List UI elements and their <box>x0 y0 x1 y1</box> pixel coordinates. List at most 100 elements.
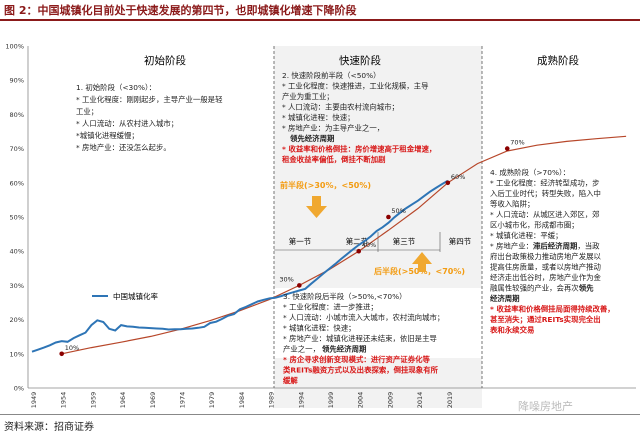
x-tick-label: 2009 <box>386 392 394 409</box>
x-tick-label: 1984 <box>238 392 246 409</box>
y-tick-label: 20% <box>10 316 24 324</box>
section-2-label: 第二节 <box>346 236 369 246</box>
marker-dot <box>297 283 302 288</box>
x-tick-label: 1994 <box>297 392 305 409</box>
annotation-line: * 城镇化进程：快速； <box>282 113 355 122</box>
annotation-initial: 1. 初始阶段（<30%）： * 工业化程度：刚刚起步，主导产业一般是轻 工业； *… <box>76 83 223 152</box>
annotation-span: ，当政 <box>577 242 600 251</box>
marker-dot <box>59 351 65 357</box>
annotation-red-line: * 收益率和价格倒挂局面得持续改善， <box>490 305 615 314</box>
annotation-line: 经济走出低谷时，房地产业作为金 <box>490 273 601 282</box>
annotation-line: * 工业化程度：进一步推进； <box>283 303 378 312</box>
y-tick-label: 30% <box>10 282 24 290</box>
marker-label: 40% <box>362 241 376 249</box>
annotation-red-line: 类REITs融资方式以及出表探索，倒挂现象有所 <box>283 366 439 375</box>
annotation-line: * 人口流动：小城市流入大城市，农村流向城市； <box>283 313 444 322</box>
annotation-line: 产业之一， <box>283 345 320 354</box>
annotation-line: * 工业化程度：经济转型成功，步 <box>490 179 600 188</box>
marker-dot <box>356 248 362 254</box>
marker-label: 10% <box>65 344 79 352</box>
annotation-line: 4. 成熟阶段（>70%）： <box>490 168 570 177</box>
annotation-line: 融属性较强的产业，会再次领先 <box>490 284 594 293</box>
x-tick-label: 1949 <box>30 392 38 409</box>
y-tick-label: 10% <box>10 350 24 358</box>
y-tick-label: 60% <box>10 179 24 187</box>
y-tick-label: 80% <box>10 111 24 119</box>
trend-line <box>61 135 627 355</box>
y-tick-label: 40% <box>10 248 24 256</box>
annotation-mature: 4. 成熟阶段（>70%）： * 工业化程度：经济转型成功，步入后工业时代；转型失… <box>489 168 615 335</box>
y-tick-labels: 0% 10% 20% 30% 40% 50% 60% 70% 80% 90% 100% <box>5 43 24 393</box>
x-tick-label: 2019 <box>446 392 454 409</box>
x-tick-label: 1964 <box>119 392 127 409</box>
annotation-line: 2. 快速阶段前半段（<50%） <box>282 71 381 80</box>
annotation-bold: 领先经济周期 <box>290 134 334 143</box>
annotation-red-line: * 收益率和价格倒挂：房价增速高于租金增速， <box>282 145 436 154</box>
title-rule <box>0 19 640 21</box>
annotation-line: 工业； <box>76 107 98 116</box>
y-tick-label: 70% <box>10 145 24 153</box>
annotation-red-line: 缓解 <box>282 376 298 385</box>
x-tick-label: 2014 <box>416 392 424 409</box>
legend-label: 中国城镇化率 <box>113 291 158 301</box>
phase-fast-label: 快速阶段 <box>339 54 381 67</box>
annotation-line: * 房地产业：滞后经济周期，当政 <box>490 242 600 251</box>
annotation-red-line: * 房企寻求创新变现模式：进行资产证券化等 <box>283 355 430 364</box>
section-1-label: 第一节 <box>289 236 312 246</box>
annotation-red-line: 租金收益率偏低，倒挂不断加剧 <box>282 155 385 164</box>
x-tick-label: 1954 <box>60 392 68 409</box>
annotation-line: 区小城市化，形成都市圈； <box>490 221 579 230</box>
y-tick-label: 0% <box>14 385 24 393</box>
annotation-fast-second-half: 3. 快速阶段后半段（>50%,<70%） * 工业化程度：进一步推进；* 人口流… <box>282 292 444 385</box>
annotation-line: * 人口流动：从农村进入城市； <box>76 119 178 128</box>
x-tick-label: 1989 <box>268 392 276 409</box>
x-tick-label: 2004 <box>357 392 365 409</box>
marker-label: 60% <box>451 173 465 181</box>
annotation-line: *城镇化进程缓慢； <box>76 131 139 140</box>
urbanization-rate-line <box>31 179 449 353</box>
marker-dot <box>445 180 451 186</box>
annotation-line: * 工业化程度：刚刚起步，主导产业一般是轻 <box>76 95 223 104</box>
annotation-line: 产业为重工业； <box>282 92 334 101</box>
box3-bg <box>274 288 482 358</box>
section-4-label: 第四节 <box>449 236 472 246</box>
y-tick-label: 90% <box>10 77 24 85</box>
bottom-rule <box>0 414 640 415</box>
annotation-red-line: 甚至消失；通过REITs实现完全出 <box>490 315 601 325</box>
annotation-line: 等收入陷阱； <box>490 200 534 209</box>
annotation-line: * 房地产业：城镇化进程还未结束，依旧是主导 <box>283 334 437 343</box>
annotation-line: 3. 快速阶段后半段（>50%,<70%） <box>283 292 407 301</box>
second-half-arrow <box>412 252 432 272</box>
annotation-bold: 经济周期 <box>490 294 520 303</box>
y-tick-label: 50% <box>10 214 24 222</box>
marker-dot <box>504 146 510 151</box>
annotation-line: * 城镇化进程：快速； <box>283 324 356 333</box>
percentage-markers: 10% 30% 40% 50% 60% 70% <box>59 139 525 357</box>
annotation-line: * 房地产业：为主导产业之一， <box>282 124 384 133</box>
x-tick-label: 1959 <box>89 392 97 409</box>
annotation-span: * 房地产业： <box>490 242 533 251</box>
annotation-fast-first-half: 2. 快速阶段前半段（<50%） * 工业化程度：快速推进，工业化规模，主导产业为… <box>282 71 436 164</box>
first-half-label: 前半段(>30%，<50%) <box>280 180 371 190</box>
annotation-span-bold: 滞后经济周期 <box>533 242 577 251</box>
watermark: 降噪房地产 <box>518 400 573 413</box>
phase-initial-label: 初始阶段 <box>144 54 186 67</box>
phase-mature-label: 成熟阶段 <box>537 54 579 67</box>
annotation-line: 府出台政策极力推动房地产发展以 <box>490 252 601 261</box>
x-tick-label: 1999 <box>327 392 335 409</box>
section-3-label: 第三节 <box>393 236 416 246</box>
annotation-span-bold: 领先 <box>579 284 594 293</box>
annotation-line: * 人口流动：从城区进入郊区，郊 <box>490 210 600 219</box>
y-tick-label: 100% <box>5 43 24 51</box>
annotation-line: * 房地产业：还没怎么起步。 <box>76 143 171 152</box>
marker-label: 50% <box>391 207 405 215</box>
first-half-arrow <box>306 196 327 218</box>
source-note: 资料来源：招商证券 <box>4 422 94 433</box>
annotation-line: * 人口流动：主要由农村流向城市； <box>282 103 399 112</box>
annotation-line: 1. 初始阶段（<30%）： <box>76 83 156 92</box>
marker-label: 70% <box>510 139 524 147</box>
x-tick-label: 1979 <box>208 392 216 409</box>
marker-label: 30% <box>279 275 293 283</box>
annotation-red-line: 表和永续交易 <box>489 326 534 335</box>
